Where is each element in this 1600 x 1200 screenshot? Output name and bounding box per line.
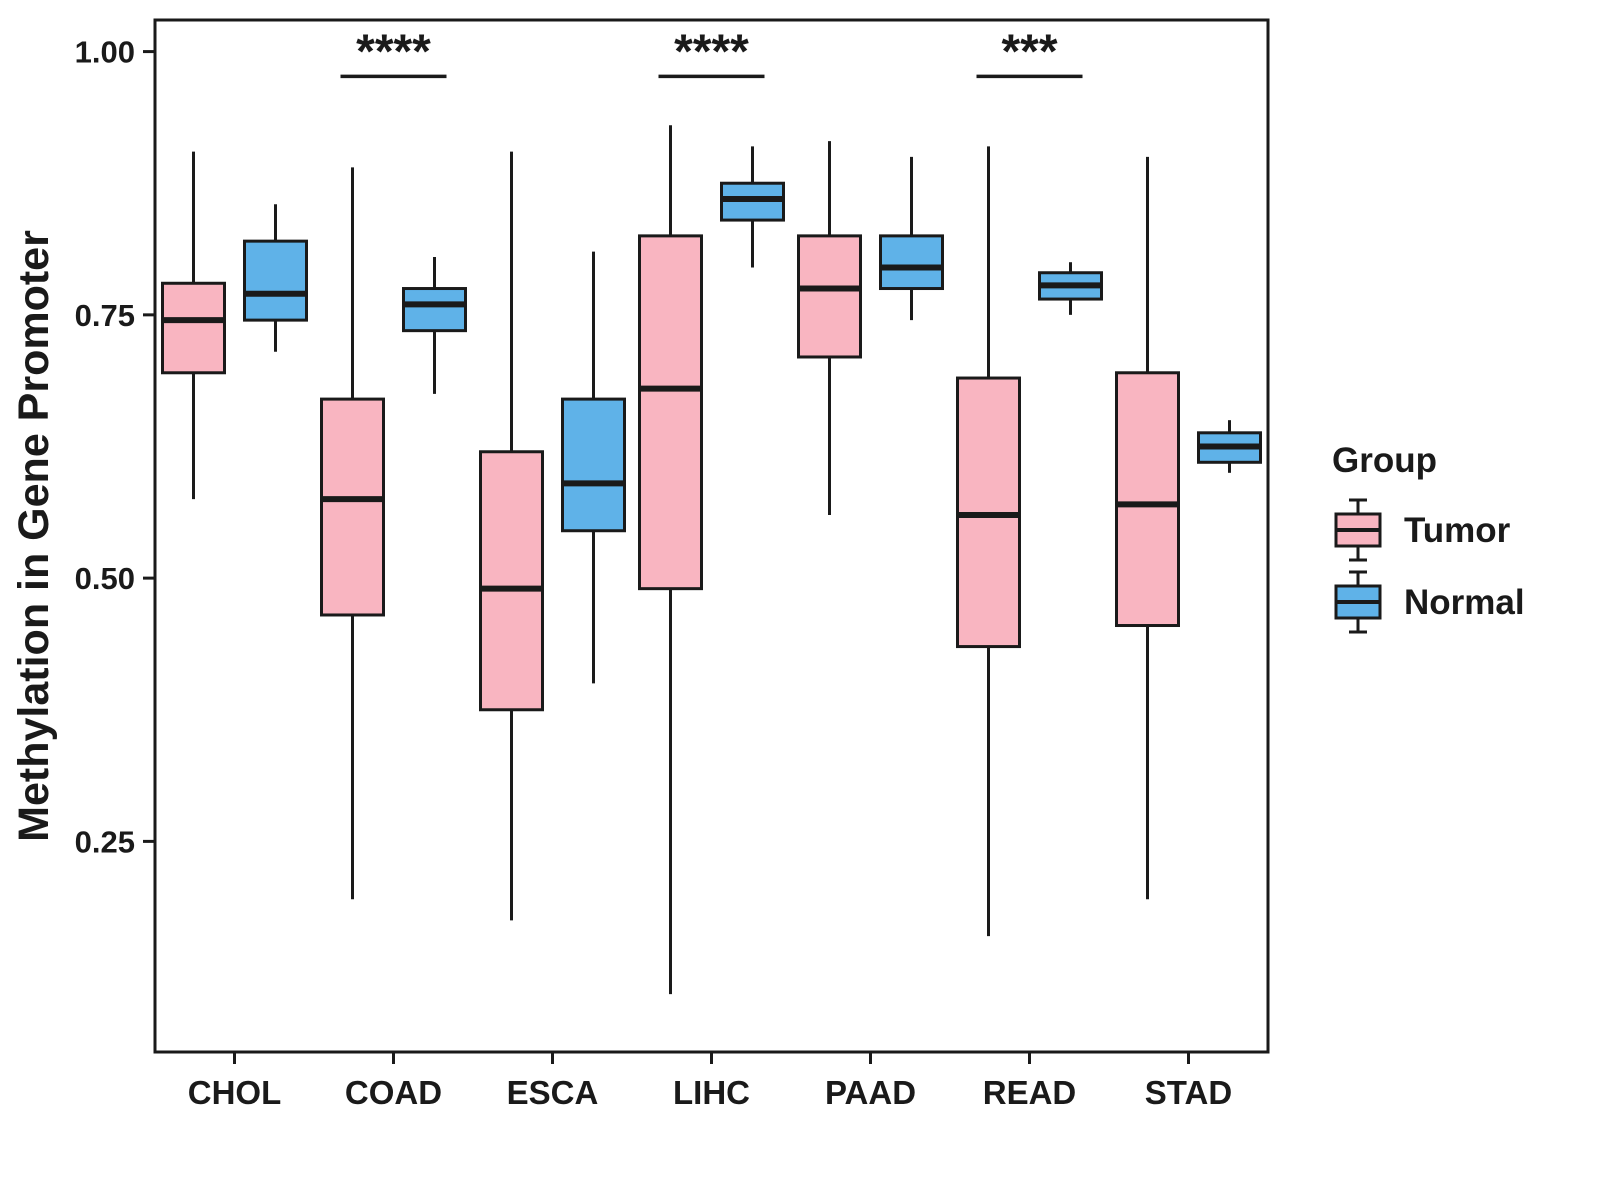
x-tick-label-COAD: COAD xyxy=(345,1074,442,1111)
x-tick-label-CHOL: CHOL xyxy=(188,1074,282,1111)
significance-label-READ: *** xyxy=(1001,25,1057,78)
box-Tumor-ESCA xyxy=(479,450,544,712)
y-tick-label: 1.00 xyxy=(75,35,135,70)
box-Tumor-STAD xyxy=(1115,371,1180,628)
x-tick-label-STAD: STAD xyxy=(1145,1074,1232,1111)
y-tick-label: 0.50 xyxy=(75,561,135,596)
box-Normal-PAAD xyxy=(879,234,944,291)
box-Normal-CHOL xyxy=(243,239,308,322)
x-tick-label-PAAD: PAAD xyxy=(825,1074,916,1111)
box-Normal-ESCA xyxy=(561,397,626,533)
box-Normal-COAD xyxy=(402,287,467,333)
significance-label-LIHC: **** xyxy=(674,25,749,78)
legend-label-tumor: Tumor xyxy=(1404,511,1511,550)
legend-title: Group xyxy=(1332,441,1437,480)
box-Tumor-LIHC xyxy=(638,234,703,591)
y-tick-label: 0.75 xyxy=(75,298,135,333)
y-axis-title: Methylation in Gene Promoter xyxy=(10,230,58,842)
box-Tumor-CHOL xyxy=(161,281,226,375)
significance-label-COAD: **** xyxy=(356,25,431,78)
legend-label-normal: Normal xyxy=(1404,583,1525,622)
y-tick-label: 0.25 xyxy=(75,824,135,859)
x-tick-label-READ: READ xyxy=(983,1074,1077,1111)
x-tick-label-ESCA: ESCA xyxy=(507,1074,599,1111)
x-tick-label-LIHC: LIHC xyxy=(673,1074,750,1111)
box-Tumor-COAD xyxy=(320,397,385,617)
box-Tumor-PAAD xyxy=(797,234,862,359)
